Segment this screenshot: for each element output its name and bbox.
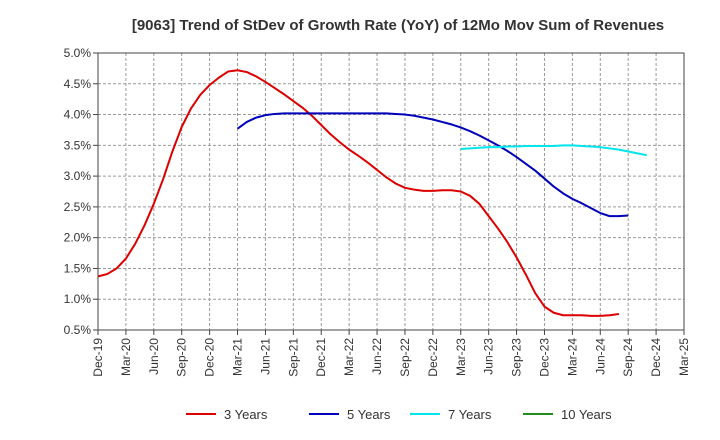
y-tick-label: 4.0% xyxy=(64,108,92,122)
y-tick-label: 4.5% xyxy=(64,77,92,91)
x-tick-label: Dec-23 xyxy=(537,338,551,377)
y-tick-label: 1.0% xyxy=(64,292,92,306)
y-axis: 0.5% 1.0% 1.5% 2.0% 2.5% 3.0% 3.5% 4.0% 4.5% 5.0% xyxy=(64,46,98,337)
y-tick-label: 3.5% xyxy=(64,138,92,152)
x-tick-label: Jun-22 xyxy=(370,338,384,375)
y-tick-label: 3.0% xyxy=(64,169,92,183)
y-tick-label: 2.5% xyxy=(64,200,92,214)
x-tick-label: Mar-25 xyxy=(677,338,691,376)
x-axis: Dec-19 Mar-20 Jun-20 Sep-20 Dec-20 Mar-21 Jun-… xyxy=(91,330,691,377)
x-tick-label: Mar-22 xyxy=(342,338,356,376)
x-tick-label: Sep-23 xyxy=(510,338,524,377)
x-tick-label: Jun-20 xyxy=(147,338,161,375)
x-tick-label: Mar-23 xyxy=(454,338,468,376)
y-tick-label: 5.0% xyxy=(64,46,92,60)
x-tick-label: Dec-20 xyxy=(203,338,217,377)
y-tick-label: 2.0% xyxy=(64,231,92,245)
y-tick-label: 0.5% xyxy=(64,323,92,337)
x-tick-label: Dec-19 xyxy=(91,338,105,377)
series-line-5-years xyxy=(236,112,629,218)
legend-label-7-years: 7 Years xyxy=(448,407,492,422)
x-tick-label: Dec-21 xyxy=(314,338,328,377)
legend: 3 Years 5 Years 7 Years 10 Years xyxy=(186,407,612,422)
x-tick-label: Mar-20 xyxy=(119,338,133,376)
x-tick-label: Sep-20 xyxy=(175,338,189,377)
grid xyxy=(97,52,685,331)
y-tick-label: 1.5% xyxy=(64,261,92,275)
series-layer xyxy=(97,69,647,317)
x-tick-label: Dec-24 xyxy=(649,338,663,377)
x-tick-label: Mar-24 xyxy=(565,338,579,376)
plot-frame xyxy=(97,52,685,331)
legend-label-10-years: 10 Years xyxy=(561,407,612,422)
x-tick-label: Sep-22 xyxy=(398,338,412,377)
x-tick-label: Dec-22 xyxy=(426,338,440,377)
x-tick-label: Sep-24 xyxy=(621,338,635,377)
x-tick-label: Mar-21 xyxy=(231,338,245,376)
chart-title: [9063] Trend of StDev of Growth Rate (Yo… xyxy=(132,17,664,34)
x-tick-label: Jun-21 xyxy=(258,338,272,375)
series-line-7-years xyxy=(460,144,647,157)
legend-label-5-years: 5 Years xyxy=(347,407,391,422)
legend-label-3-years: 3 Years xyxy=(224,407,268,422)
series-line-3-years xyxy=(97,69,620,317)
x-tick-label: Jun-23 xyxy=(482,338,496,375)
x-tick-label: Sep-21 xyxy=(286,338,300,377)
x-tick-label: Jun-24 xyxy=(593,338,607,375)
